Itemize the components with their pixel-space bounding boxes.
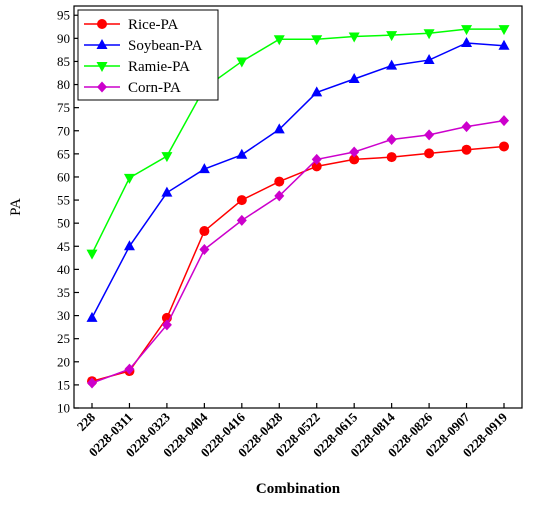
data-point <box>273 35 285 46</box>
y-tick-label: 40 <box>57 262 70 277</box>
legend-marker <box>96 62 108 72</box>
legend-label: Rice-PA <box>128 17 178 33</box>
data-point <box>236 57 248 68</box>
data-point <box>236 148 248 159</box>
data-point <box>424 129 435 141</box>
data-point <box>349 146 360 158</box>
data-point <box>499 115 509 127</box>
legend-label: Soybean-PA <box>128 38 203 54</box>
data-point <box>386 134 397 146</box>
data-point <box>423 29 435 40</box>
x-axis-title: Combination <box>256 481 341 497</box>
data-point <box>348 73 360 84</box>
data-point <box>311 86 323 97</box>
legend-label: Corn-PA <box>128 80 181 96</box>
y-tick-label: 10 <box>57 401 70 416</box>
legend-item: Rice-PA <box>84 17 178 33</box>
data-point <box>161 186 173 197</box>
data-point <box>311 153 322 165</box>
y-tick-label: 60 <box>57 169 70 184</box>
data-point <box>424 148 435 159</box>
series-corn-pa <box>87 115 509 389</box>
data-point <box>236 195 247 206</box>
legend-item: Corn-PA <box>84 80 181 96</box>
y-axis-title: PA <box>8 198 24 216</box>
series-soybean-pa <box>86 36 510 322</box>
data-point <box>198 163 210 174</box>
legend-marker <box>97 81 107 93</box>
data-point <box>236 214 247 226</box>
y-tick-label: 70 <box>57 123 70 138</box>
y-tick-label: 15 <box>57 377 70 392</box>
data-point <box>386 59 398 70</box>
series-line <box>91 119 505 384</box>
y-axis: 10 15 20 25 30 35 40 45 50 55 60 65 70 75 80 85 90 95 <box>57 8 79 416</box>
y-tick-label: 80 <box>57 77 70 92</box>
y-tick-label: 95 <box>57 8 70 23</box>
data-point <box>199 226 210 237</box>
legend-item: Soybean-PA <box>84 38 203 54</box>
data-point <box>386 31 398 42</box>
data-point <box>86 249 98 260</box>
series-line <box>91 42 505 319</box>
data-point <box>498 25 510 36</box>
data-point <box>461 36 473 47</box>
y-tick-label: 65 <box>57 146 70 161</box>
data-point <box>311 161 322 172</box>
data-point <box>499 141 509 152</box>
y-tick-label: 30 <box>57 308 70 323</box>
data-point <box>311 35 323 46</box>
data-point <box>123 173 135 184</box>
data-point <box>423 54 435 65</box>
data-point <box>461 144 472 155</box>
data-point <box>86 311 98 322</box>
legend: Rice-PA Soybean-PA Ramie-PA Corn-PA <box>77 9 219 101</box>
legend-marker <box>97 19 107 29</box>
data-point <box>498 39 510 50</box>
data-point <box>348 32 360 43</box>
data-point <box>161 152 173 163</box>
y-tick-label: 50 <box>57 216 70 231</box>
data-point <box>87 377 97 389</box>
y-tick-label: 75 <box>57 100 70 115</box>
y-tick-label: 45 <box>57 239 70 254</box>
data-point <box>124 363 135 375</box>
data-point <box>199 244 210 256</box>
data-point <box>461 121 472 133</box>
series-line <box>91 145 505 382</box>
y-tick-label: 85 <box>57 54 70 69</box>
y-tick-label: 90 <box>57 31 70 46</box>
data-point <box>461 25 473 36</box>
y-tick-label: 55 <box>57 193 70 208</box>
data-point <box>349 154 360 165</box>
legend-label: Ramie-PA <box>128 59 190 75</box>
data-point <box>161 319 172 331</box>
x-tick-label: 228 <box>74 409 99 434</box>
data-point <box>274 190 285 202</box>
y-tick-label: 35 <box>57 285 70 300</box>
legend-marker <box>96 39 108 49</box>
data-point <box>386 152 397 163</box>
y-tick-label: 20 <box>57 354 70 369</box>
x-axis: 2280228-03110228-03230228-04040228-04160… <box>74 403 510 460</box>
plot-frame <box>73 5 523 409</box>
series-line <box>91 28 504 255</box>
data-point <box>274 176 285 187</box>
data-point <box>123 240 135 251</box>
plot-area-border <box>73 5 523 409</box>
data-point <box>273 123 285 134</box>
y-tick-label: 25 <box>57 331 70 346</box>
legend-item: Ramie-PA <box>84 59 190 75</box>
